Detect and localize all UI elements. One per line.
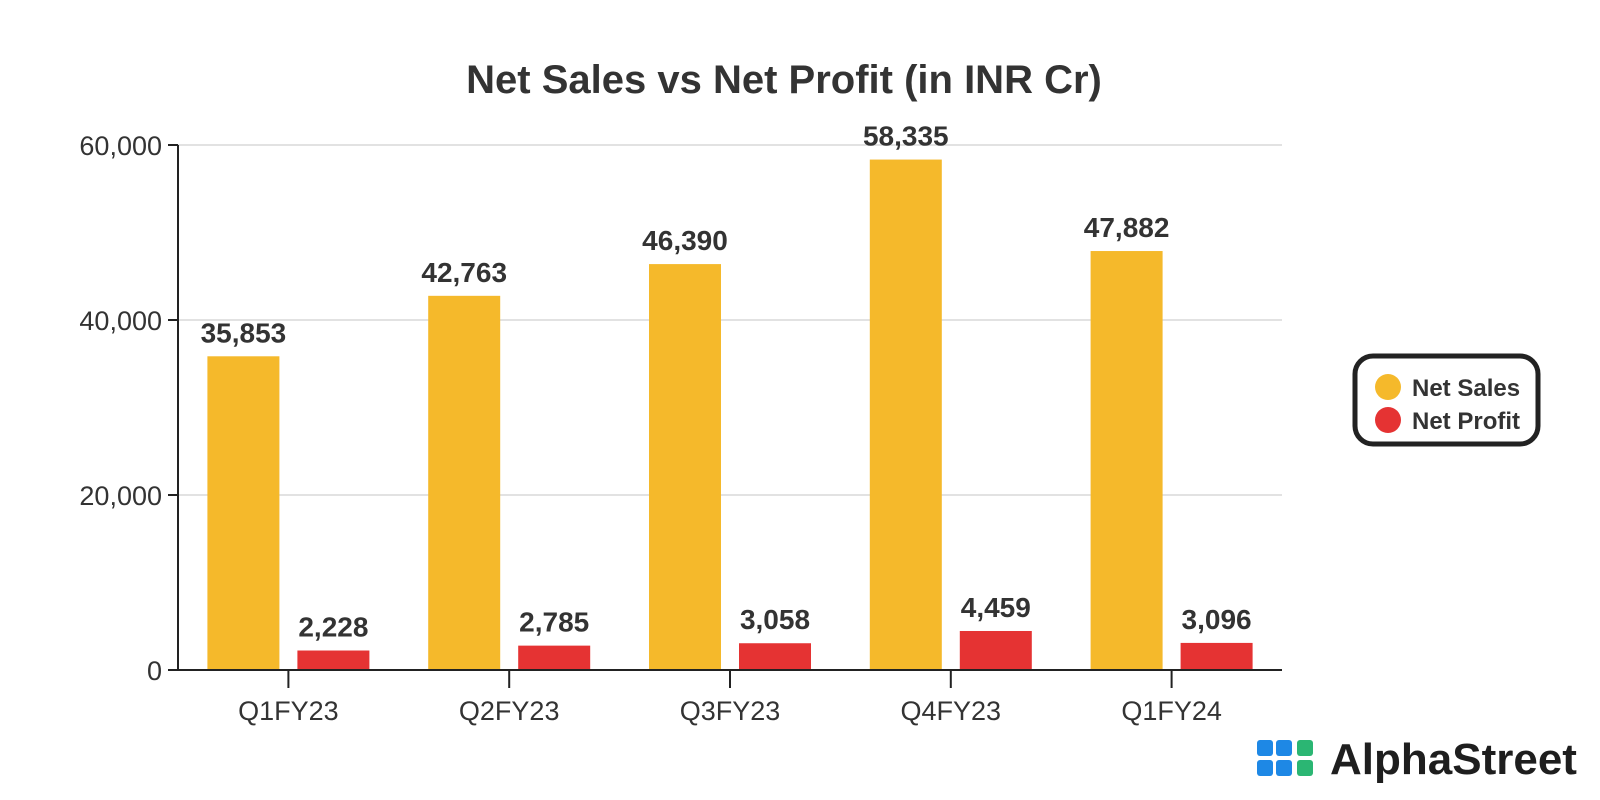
bar-net-sales <box>869 159 942 670</box>
data-label-net-sales: 58,335 <box>863 121 949 152</box>
chart-title: Net Sales vs Net Profit (in INR Cr) <box>466 58 1102 102</box>
data-label-net-sales: 46,390 <box>642 225 728 256</box>
data-label-net-sales: 42,763 <box>421 257 507 288</box>
legend-swatch-net-sales <box>1375 374 1401 400</box>
x-tick-label: Q3FY23 <box>680 696 781 726</box>
legend: Net Sales Net Profit <box>1352 353 1541 447</box>
data-label-net-profit: 3,058 <box>740 604 810 635</box>
brand-logo: AlphaStreet <box>1257 735 1577 784</box>
axes <box>168 144 1282 688</box>
y-tick-label: 40,000 <box>79 306 162 336</box>
bar-net-profit <box>518 645 591 670</box>
legend-label-net-sales: Net Sales <box>1412 375 1520 402</box>
bar-net-profit <box>297 650 370 670</box>
data-label-net-profit: 2,785 <box>519 607 589 638</box>
bar-net-sales <box>428 295 501 670</box>
data-label-net-sales: 47,882 <box>1084 212 1170 243</box>
y-tick-label: 60,000 <box>79 131 162 161</box>
data-labels: 35,853 2,228 42,763 2,785 46,390 3,058 58,335 4… <box>201 121 1252 643</box>
data-label-net-profit: 4,459 <box>961 592 1031 623</box>
tick-labels: 0 20,000 40,000 60,000 Q1FY23 Q2FY23 Q3FY23 Q4F… <box>79 131 1221 726</box>
legend-label-net-profit: Net Profit <box>1412 408 1520 435</box>
y-tick-label: 0 <box>147 656 162 686</box>
brand-name: AlphaStreet <box>1330 735 1577 784</box>
alphastreet-logo-icon <box>1257 740 1313 776</box>
bars <box>207 159 1253 670</box>
bar-net-sales <box>1090 251 1163 670</box>
bar-net-profit <box>959 630 1032 670</box>
x-tick-label: Q4FY23 <box>901 696 1002 726</box>
x-tick-label: Q2FY23 <box>459 696 560 726</box>
bar-net-profit <box>739 643 811 670</box>
bar-net-profit <box>1180 642 1253 670</box>
data-label-net-profit: 2,228 <box>298 612 368 643</box>
data-label-net-sales: 35,853 <box>201 317 287 348</box>
x-tick-label: Q1FY23 <box>238 696 339 726</box>
legend-swatch-net-profit <box>1375 407 1401 433</box>
x-tick-label: Q1FY24 <box>1121 696 1222 726</box>
bar-net-sales <box>649 264 721 670</box>
y-tick-label: 20,000 <box>79 481 162 511</box>
bar-net-sales <box>207 356 280 670</box>
data-label-net-profit: 3,096 <box>1182 604 1252 635</box>
